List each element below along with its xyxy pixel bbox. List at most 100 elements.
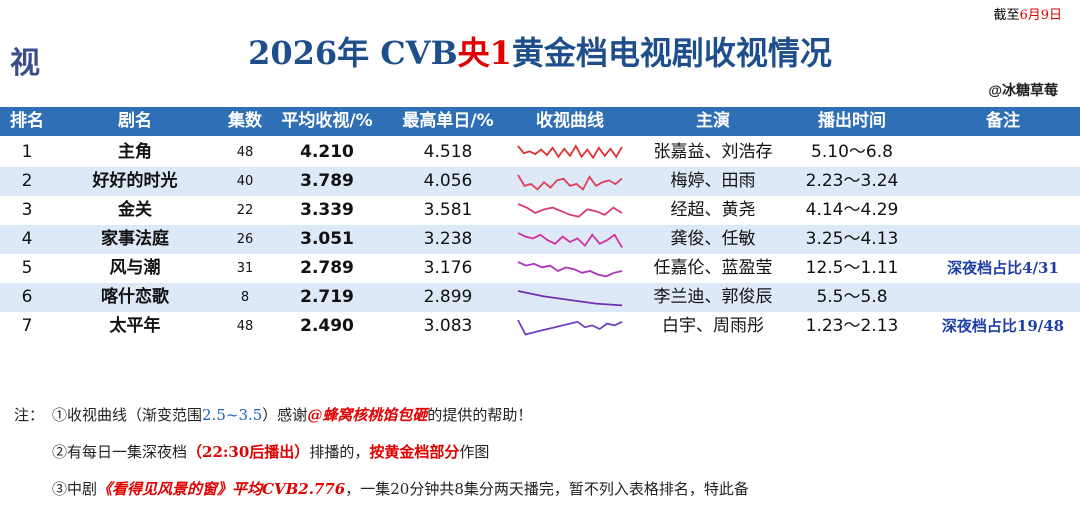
table-cell: 3.789: [300, 171, 354, 191]
table-cell: 龚俊、任敏: [670, 229, 756, 249]
note-text: （22:30后播出）: [187, 443, 310, 461]
table-cell: 3.176: [423, 258, 473, 278]
title-part: 黄金档电视剧收视情况: [511, 34, 832, 72]
sparkline: [517, 174, 623, 191]
table-cell: 金关: [118, 200, 152, 220]
note-label: 注：: [14, 406, 45, 424]
table-row: 4 家事法庭 26 3.051 3.238 龚俊、任敏 3.25～4.13: [0, 225, 1080, 254]
table-cell: 22: [236, 203, 254, 218]
header-cell: 平均收视/%: [281, 111, 373, 131]
table-cell: 喀什恋歌: [101, 287, 169, 307]
table-cell: 5.5～5.8: [816, 287, 888, 307]
table-cell: 太平年: [109, 316, 161, 336]
table-cell: 2.719: [300, 287, 354, 307]
logo: 视: [10, 46, 40, 81]
table-cell: 26: [236, 232, 254, 247]
table-cell: 风与潮: [109, 258, 161, 278]
table-cell: 2: [21, 171, 33, 191]
note-line: ①收视曲线（渐变范围2.5~3.5）感谢@蜂窝核桃馅包砸的提供的帮助！: [52, 404, 532, 425]
table-cell: 1.23～2.13: [805, 316, 899, 336]
table-row: 5 风与潮 31 2.789 3.176 任嘉伦、蓝盈莹 12.5～1.11 深夜档占比4/3…: [0, 254, 1080, 283]
header-cell: 播出时间: [818, 111, 886, 131]
table-cell: 12.5～1.11: [805, 258, 899, 278]
note-text: ②有每日一集深夜档: [52, 443, 188, 461]
header-cell: 收视曲线: [536, 111, 604, 131]
table-cell: 6: [21, 287, 33, 307]
note-text: ③中剧: [52, 480, 98, 498]
date: 截至6月9日: [993, 4, 1062, 23]
sparkline: [517, 290, 623, 307]
table-cell: 40: [236, 174, 254, 189]
table-cell: 4.518: [423, 142, 473, 162]
sparkline: [517, 232, 623, 248]
sparkline: [517, 144, 623, 160]
table-cell: 3.083: [423, 316, 473, 336]
note-line: ③中剧《看得见风景的窗》平均CVB2.776，一集20分钟共8集分两天播完，暂不…: [52, 478, 749, 499]
table-cell: 家事法庭: [101, 229, 169, 249]
note-text: @蜂窝核桃馅包砸: [307, 406, 428, 424]
table-cell: 白宇、周雨彤: [662, 316, 764, 336]
date-prefix: 截至: [993, 8, 1020, 23]
table-cell: 任嘉伦、蓝盈莹: [653, 258, 773, 278]
header-cell: 集数: [228, 111, 262, 131]
sparkline: [517, 203, 623, 218]
table-cell: 3.051: [300, 229, 354, 249]
table-row: 3 金关 22 3.339 3.581 经超、黄尧 4.14～4.29: [0, 196, 1080, 225]
title: 2026年 CVB央1黄金档电视剧收视情况: [0, 28, 1080, 74]
note-text: 的提供的帮助！: [427, 406, 533, 424]
table-cell: 31: [236, 261, 254, 276]
table-cell: 2.490: [300, 316, 354, 336]
table-cell: 李兰迪、郭俊辰: [653, 287, 773, 307]
table-cell: 7: [21, 316, 33, 336]
table-cell: 4.210: [300, 142, 354, 162]
note-text: 排播的，: [309, 443, 370, 461]
table-cell: 2.899: [423, 287, 473, 307]
table-cell: 48: [236, 145, 254, 160]
note-text: 作图: [459, 443, 490, 461]
note-text: 2.5~3.5: [202, 406, 263, 424]
table-cell: 2.789: [300, 258, 354, 278]
table-cell: 梅婷、田雨: [670, 171, 756, 191]
title-part: 2026年 CVB: [248, 34, 458, 72]
note-text: 《看得见风景的窗》平均CVB2.776: [97, 480, 346, 498]
sparkline: [517, 261, 623, 278]
header-cell: 最高单日/%: [402, 111, 494, 131]
table-cell: 48: [236, 319, 254, 334]
table-cell: 深夜档占比4/31: [947, 259, 1059, 277]
table-cell: 3.339: [300, 200, 354, 220]
header-cell: 备注: [986, 111, 1020, 131]
table-cell: 深夜档占比19/48: [941, 317, 1065, 335]
author: @冰糖草莓: [988, 82, 1058, 98]
header-cell: 主演: [696, 111, 730, 131]
note-text: ①收视曲线（渐变范围: [52, 406, 203, 424]
table-cell: 经超、黄尧: [670, 200, 756, 220]
header-row: 排名 剧名 集数 平均收视/% 最高单日/% 收视曲线 主演 播出时间 备注: [0, 107, 1080, 136]
table-cell: 3.238: [423, 229, 473, 249]
table-cell: 1: [21, 142, 33, 162]
table-cell: 主角: [118, 142, 152, 162]
table-cell: 4: [21, 229, 33, 249]
header-cell: 排名: [10, 111, 44, 131]
table-cell: 2.23～3.24: [805, 171, 899, 191]
note-line: ②有每日一集深夜档（22:30后播出）排播的，按黄金档部分作图: [52, 441, 489, 462]
table-cell: 4.056: [423, 171, 473, 191]
table-row: 6 喀什恋歌 8 2.719 2.899 李兰迪、郭俊辰 5.5～5.8: [0, 283, 1080, 312]
table-cell: 张嘉益、刘浩存: [653, 142, 773, 162]
table-cell: 5.10～6.8: [811, 142, 893, 162]
title-part: 央1: [457, 34, 512, 72]
table-row: 2 好好的时光 40 3.789 4.056 梅婷、田雨 2.23～3.24: [0, 167, 1080, 196]
table-cell: 8: [240, 290, 250, 305]
table-row: 1 主角 48 4.210 4.518 张嘉益、刘浩存 5.10～6.8: [0, 138, 1080, 167]
table-cell: 3.25～4.13: [805, 229, 899, 249]
note-text: 按黄金档部分: [369, 443, 460, 461]
note-text: ，一集20分钟共8集分两天播完，暂不列入表格排名，特此备: [345, 480, 749, 498]
table-cell: 5: [21, 258, 33, 278]
table-cell: 3.581: [423, 200, 473, 220]
header-cell: 剧名: [118, 111, 152, 131]
table-cell: 3: [21, 200, 33, 220]
table-cell: 4.14～4.29: [805, 200, 899, 220]
table-cell: 好好的时光: [92, 171, 178, 191]
date-value: 6月9日: [1019, 8, 1062, 23]
